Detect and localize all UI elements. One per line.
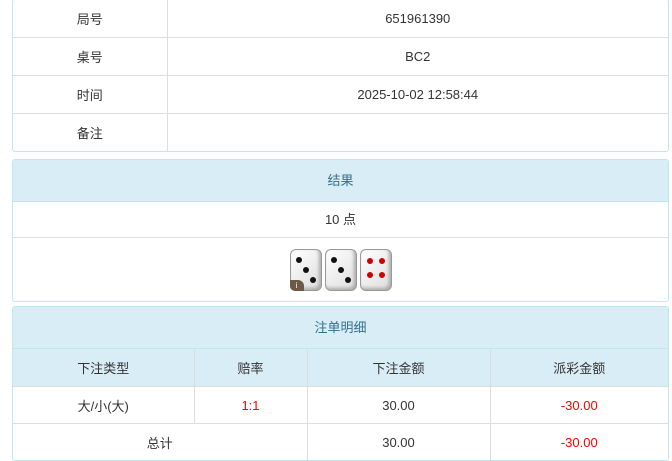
total-label: 总计 [13, 423, 308, 460]
remark [166, 113, 668, 151]
row-remark: 备注 [13, 113, 668, 151]
table-header: 下注类型 赔率 下注金额 派彩金额 [13, 349, 668, 387]
bet-type: 大/小(大) [13, 386, 195, 424]
die-3-icon [324, 248, 357, 291]
table-row: 大/小(大) 1:1 30.00 -30.00 [13, 386, 668, 424]
bet-details-title: 注单明细 [13, 307, 668, 349]
die-4-icon [359, 248, 392, 291]
result-points: 10 点 [13, 202, 668, 238]
total-amount: 30.00 [306, 423, 491, 460]
payout: -30.00 [489, 386, 668, 424]
header-bet-amount: 下注金额 [306, 349, 491, 387]
dice-display: i [13, 238, 668, 301]
round-info-panel: 局号 651961390 桌号 BC2 时间 2025-10-02 12:58:44 … [12, 0, 669, 152]
result-panel: 结果 10 点 i [12, 159, 669, 302]
result-title: 结果 [13, 160, 668, 202]
table-number: BC2 [166, 37, 668, 76]
time: 2025-10-02 12:58:44 [166, 75, 668, 114]
bet-details-panel: 注单明细 下注类型 赔率 下注金额 派彩金额 大/小(大) 1:1 30.00 … [12, 306, 669, 461]
row-table-number: 桌号 BC2 [13, 37, 668, 76]
bet-amount: 30.00 [306, 386, 491, 424]
header-odds: 赔率 [193, 349, 308, 387]
die-3-icon[interactable]: i [289, 248, 322, 291]
label: 时间 [13, 75, 168, 114]
info-icon[interactable]: i [289, 279, 304, 291]
total-row: 总计 30.00 -30.00 [13, 423, 668, 460]
label: 备注 [13, 113, 168, 151]
total-payout: -30.00 [489, 423, 668, 460]
header-payout: 派彩金额 [489, 349, 668, 387]
odds: 1:1 [193, 386, 308, 424]
header-bet-type: 下注类型 [13, 349, 195, 387]
row-time: 时间 2025-10-02 12:58:44 [13, 75, 668, 114]
label: 桌号 [13, 37, 168, 76]
label: 局号 [13, 0, 168, 38]
row-round-number: 局号 651961390 [13, 0, 668, 38]
round-number: 651961390 [166, 0, 668, 38]
